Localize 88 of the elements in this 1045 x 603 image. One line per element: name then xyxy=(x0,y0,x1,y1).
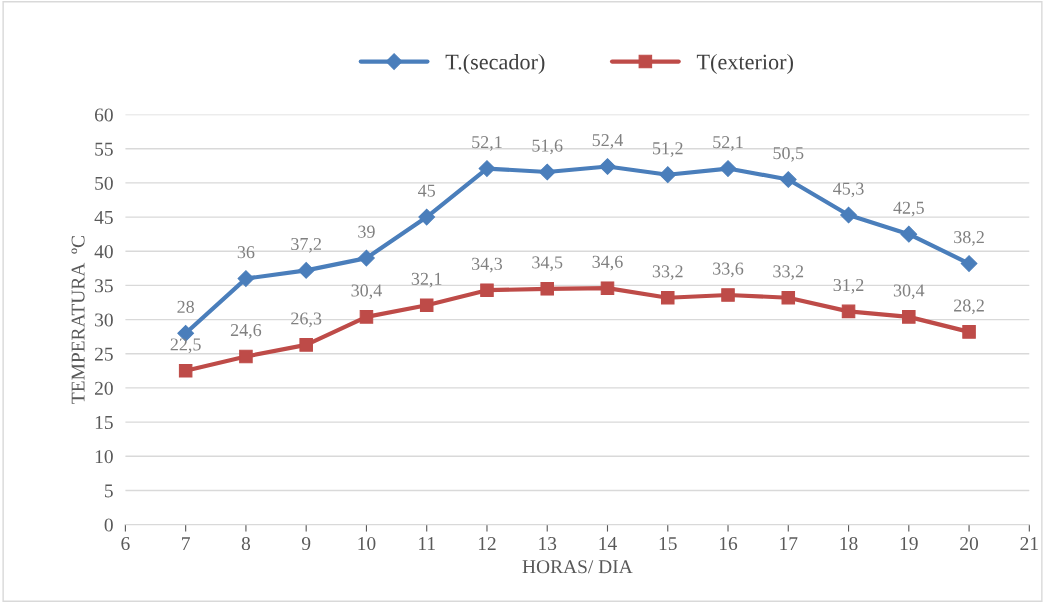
point xyxy=(239,349,253,364)
data-label: 34,5 xyxy=(532,256,563,272)
x-tick-label: 20 xyxy=(960,536,979,551)
point xyxy=(900,225,918,243)
x-tick-label: 19 xyxy=(900,537,918,551)
legend-label: T.(secador) xyxy=(445,53,545,75)
x-tick-label: 6 xyxy=(121,537,130,551)
point xyxy=(237,270,255,287)
data-label: 45,3 xyxy=(833,182,864,198)
y-tick-label: 50 xyxy=(95,176,113,190)
point xyxy=(781,290,796,305)
y-tick-label: 35 xyxy=(95,279,113,293)
y-tick-label: 30 xyxy=(95,313,113,327)
data-label: 28 xyxy=(177,300,194,313)
point xyxy=(960,255,978,272)
y-tick-label: 45 xyxy=(94,211,113,225)
y-tick-label: 55 xyxy=(95,142,113,156)
data-label: 45 xyxy=(418,184,436,197)
point xyxy=(721,288,735,302)
point xyxy=(418,208,436,226)
point xyxy=(299,338,313,352)
data-label: 32,1 xyxy=(411,272,442,288)
x-tick-label: 8 xyxy=(241,536,251,551)
data-label: 52,1 xyxy=(472,136,502,151)
x-tick-label: 13 xyxy=(539,537,557,551)
y-tick-label: 5 xyxy=(105,484,113,498)
point xyxy=(779,171,797,188)
data-label: 31,2 xyxy=(833,278,864,294)
data-label: 24,6 xyxy=(230,324,262,339)
point xyxy=(841,304,856,319)
x-tick-label: 21 xyxy=(1020,537,1038,550)
data-label: 36 xyxy=(237,246,255,259)
data-label: 34,6 xyxy=(592,255,623,271)
data-label: 28,2 xyxy=(954,299,984,315)
point xyxy=(178,364,193,378)
data-label: 34,3 xyxy=(472,257,503,273)
data-label: 26,3 xyxy=(291,312,322,328)
point xyxy=(660,290,675,305)
point xyxy=(297,262,315,279)
point xyxy=(840,206,857,224)
point xyxy=(902,310,916,324)
data-label: 33,6 xyxy=(713,262,744,278)
point xyxy=(480,283,494,297)
y-tick-label: 25 xyxy=(95,347,113,361)
y-tick-label: 15 xyxy=(95,416,113,430)
point xyxy=(600,281,615,295)
y-tick-label: 60 xyxy=(94,108,113,122)
data-label: 42,5 xyxy=(893,201,924,217)
point xyxy=(419,298,434,313)
data-label: 52,1 xyxy=(713,136,743,151)
data-label: 30,4 xyxy=(893,284,925,300)
point xyxy=(962,325,976,339)
x-tick-label: 17 xyxy=(780,537,798,550)
data-label: 50,5 xyxy=(773,146,804,162)
point xyxy=(719,160,737,177)
data-label: 22,5 xyxy=(170,338,201,354)
data-label: 33,2 xyxy=(652,265,683,280)
data-label: 52,4 xyxy=(592,134,624,149)
point xyxy=(358,249,375,267)
data-label: 30,4 xyxy=(351,284,382,300)
legend-label: T(exterior) xyxy=(696,53,793,75)
data-label: 51,2 xyxy=(653,142,683,157)
point xyxy=(478,160,496,177)
data-label: 51,6 xyxy=(532,139,563,155)
point xyxy=(599,158,616,175)
x-tick-label: 15 xyxy=(659,537,677,551)
x-tick-label: 12 xyxy=(478,537,496,550)
point xyxy=(540,282,554,296)
x-tick-label: 11 xyxy=(419,537,435,550)
point xyxy=(359,310,374,324)
x-tick-label: 10 xyxy=(358,536,376,551)
y-axis-title: TEMPERATURA ºC xyxy=(71,236,85,404)
point xyxy=(538,163,556,181)
x-tick-label: 9 xyxy=(301,537,311,551)
y-tick-label: 40 xyxy=(94,245,113,259)
data-label: 37,2 xyxy=(291,237,321,253)
data-label: 38,2 xyxy=(954,231,984,246)
y-tick-label: 10 xyxy=(95,450,113,464)
point xyxy=(659,166,677,184)
y-tick-label: 0 xyxy=(104,518,113,532)
x-tick-label: 7 xyxy=(182,537,190,550)
x-tick-label: 14 xyxy=(599,537,617,550)
x-tick-label: 18 xyxy=(840,536,858,551)
data-label: 39 xyxy=(358,225,375,238)
y-tick-label: 20 xyxy=(95,381,113,395)
x-tick-label: 16 xyxy=(720,537,738,551)
data-label: 33,2 xyxy=(773,265,804,280)
x-axis-title: HORAS/ DIA xyxy=(522,560,633,574)
